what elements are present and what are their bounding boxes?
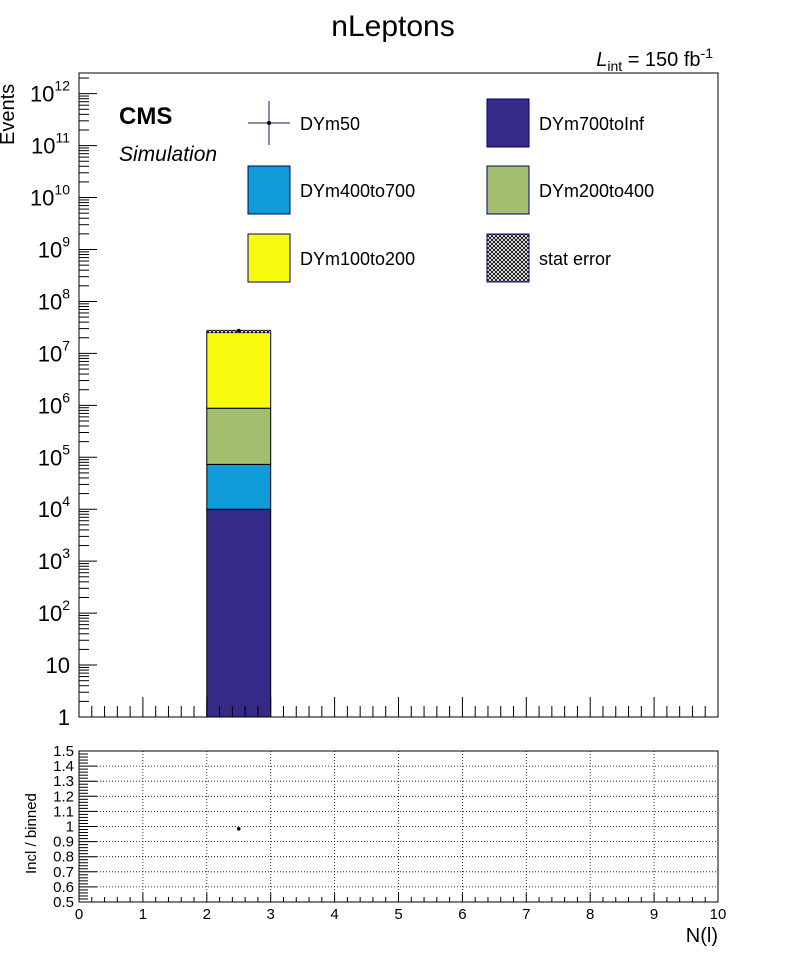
y-tick-labels: 1 10 102 103 104 105 106 107 108 109 1010 1011 1012: [30, 78, 70, 730]
legend-label: stat error: [539, 249, 611, 269]
ratio-y-tick-label: 0.6: [53, 879, 74, 896]
x-tick-label: 8: [586, 906, 594, 923]
bar-DYm200to400: [206, 407, 272, 465]
x-tick-label: 1: [139, 906, 147, 923]
ratio-y-tick-label: 1.4: [53, 758, 74, 775]
ratio-point: [236, 826, 241, 831]
x-axis-label: N(l): [686, 925, 718, 947]
ratio-y-axis-label: Incl / binned: [23, 793, 40, 874]
y-tick-label: 1012: [30, 78, 70, 107]
y-tick-label: 106: [38, 389, 70, 418]
luminosity-value: = 150 fb: [622, 49, 700, 71]
ratio-ticks: [78, 750, 719, 903]
y-tick-label: 10: [46, 653, 70, 678]
ratio-y-tick-label: 1.1: [53, 803, 74, 820]
legend-item-DYm100to200: DYm100to200: [247, 233, 415, 283]
legend: DYm50 DYm700toInf DYm400to700 DYm200to400 DY…: [247, 98, 654, 283]
legend-item-DYm400to700: DYm400to700: [247, 165, 415, 215]
luminosity-superscript: -1: [701, 45, 714, 61]
x-tick-labels: 0 1 2 3 4 5 6 7 8 9 10: [75, 906, 727, 923]
ratio-y-tick-label: 0.7: [53, 864, 74, 881]
x-tick-label: 4: [330, 906, 338, 923]
stack-bars: [206, 330, 272, 718]
y-tick-label: 1011: [31, 130, 70, 159]
legend-item-DYm200to400: DYm200to400: [486, 165, 654, 215]
y-tick-label: 105: [38, 441, 70, 470]
legend-label: DYm50: [300, 114, 360, 134]
x-tick-label: 10: [710, 906, 727, 923]
y-tick-label: 104: [38, 493, 70, 522]
x-tick-label: 9: [650, 906, 658, 923]
x-tick-label: 5: [394, 906, 402, 923]
ratio-y-tick-label: 1.5: [53, 743, 74, 760]
bar-DYm700toInf: [206, 508, 272, 718]
legend-label: DYm400to700: [300, 181, 415, 201]
legend-label: DYm200to400: [539, 181, 654, 201]
plot-title: nLeptons: [331, 10, 454, 43]
y-axis-label: Events: [0, 84, 19, 145]
y-tick-label: 1010: [30, 182, 70, 211]
legend-label: DYm700toInf: [539, 114, 645, 134]
simulation-label: Simulation: [119, 143, 217, 166]
data-points: [236, 328, 241, 333]
upper-frame: [78, 72, 719, 718]
y-tick-label: 102: [38, 597, 70, 626]
y-tick-label: 1: [58, 705, 70, 730]
ratio-y-tick-label: 0.9: [53, 834, 74, 851]
ratio-y-tick-labels: 0.50.60.70.80.911.11.21.31.41.5: [53, 743, 74, 911]
x-tick-label: 0: [75, 906, 83, 923]
y-tick-label: 109: [38, 234, 70, 263]
x-tick-label: 7: [522, 906, 530, 923]
x-tick-label: 2: [203, 906, 211, 923]
ratio-y-tick-label: 0.5: [53, 894, 74, 911]
ratio-y-tick-label: 1: [66, 819, 74, 836]
x-tick-label: 3: [267, 906, 275, 923]
y-tick-label: 103: [38, 545, 70, 574]
data-point-DYm50: [236, 328, 241, 333]
bar-DYm100to200: [206, 330, 272, 409]
ratio-y-tick-label: 0.8: [53, 849, 74, 866]
x-tick-label: 6: [458, 906, 466, 923]
ratio-points: [236, 826, 241, 831]
upper-pad: 110102103104105106107108109101010111012 …: [0, 72, 719, 730]
luminosity-label: Lint = 150 fb-1: [596, 45, 713, 74]
ratio-grid: [79, 751, 718, 902]
legend-item-DYm50: DYm50: [248, 101, 360, 145]
legend-item-DYm700toInf: DYm700toInf: [486, 98, 645, 148]
ratio-y-tick-label: 1.2: [53, 788, 74, 805]
luminosity-subscript: int: [607, 58, 622, 74]
y-tick-label: 108: [38, 285, 70, 314]
cms-label: CMS: [119, 103, 172, 130]
bar-DYm400to700: [206, 463, 272, 510]
luminosity-symbol: L: [596, 49, 607, 71]
legend-item-stat error: stat error: [486, 233, 611, 283]
upper-ticks: [78, 77, 719, 718]
y-tick-label: 107: [38, 337, 70, 366]
ratio-y-tick-label: 1.3: [53, 773, 74, 790]
legend-label: DYm100to200: [300, 249, 415, 269]
